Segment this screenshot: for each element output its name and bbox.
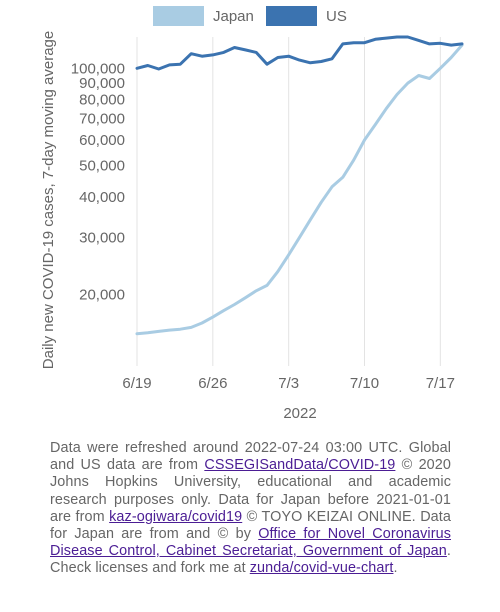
x-tick-label: 7/3 <box>278 375 299 392</box>
x-tick-label: 7/10 <box>350 375 379 392</box>
note-text-4: . Check licenses and fork me at <box>50 543 451 577</box>
y-tick-label: 50,000 <box>79 158 125 175</box>
note-text-2: © 2020 Johns Hopkins University, educati… <box>50 457 451 525</box>
note-text-1: Data were refreshed around 2022-07-24 03… <box>50 440 451 474</box>
github-repo-link[interactable]: zunda/covid-vue-chart <box>249 560 394 577</box>
legend-label-us[interactable]: US <box>326 8 347 25</box>
y-tick-label: 60,000 <box>79 132 125 149</box>
x-tick-label: 6/26 <box>198 375 227 392</box>
series-lines <box>135 35 464 336</box>
x-tick-label: 7/17 <box>426 375 455 392</box>
note-text-3: © TOYO KEIZAI ONLINE. Data for Japan are… <box>50 508 451 543</box>
note-text-5: . <box>393 560 398 577</box>
series-line-us <box>135 35 464 71</box>
y-axis-ticks: 20,000 30,000 40,000 50,000 60,000 70,00080,0… <box>71 60 125 303</box>
y-axis-title: Daily new COVID-19 cases, 7-day moving a… <box>40 31 57 369</box>
y-tick-label: 90,000 <box>79 75 125 92</box>
legend-swatch-japan[interactable] <box>153 6 204 26</box>
y-tick-label: 80,000 <box>79 92 125 109</box>
y-tick-label: 20,000 <box>79 286 125 303</box>
toyo-keizai-link[interactable]: kaz-ogiwara/covid19 <box>109 508 243 525</box>
government-office-link[interactable]: Office for Novel Coronavirus Disease Con… <box>50 526 451 560</box>
data-source-note: Data were refreshed around 2022-07-24 03… <box>50 440 451 578</box>
line-chart: Japan US 20,000 30,000 40,000 50,000 60,000 70… <box>40 6 464 422</box>
y-tick-label: 70,000 <box>79 110 125 127</box>
x-axis-ticks: 6/19 6/26 7/3 7/10 7/17 <box>122 375 455 392</box>
legend-swatch-us[interactable] <box>266 6 317 26</box>
legend-label-japan[interactable]: Japan <box>213 8 254 25</box>
y-tick-label: 100,000 <box>71 60 125 77</box>
grid <box>136 37 441 366</box>
x-tick-label: 6/19 <box>122 375 151 392</box>
y-tick-label: 40,000 <box>79 189 125 206</box>
legend[interactable]: Japan US <box>153 6 347 26</box>
y-tick-label: 30,000 <box>79 229 125 246</box>
x-axis-title: 2022 <box>283 405 316 422</box>
series-line-japan <box>135 43 464 336</box>
jhu-data-link[interactable]: CSSEGISandData/COVID-19 <box>204 457 396 474</box>
